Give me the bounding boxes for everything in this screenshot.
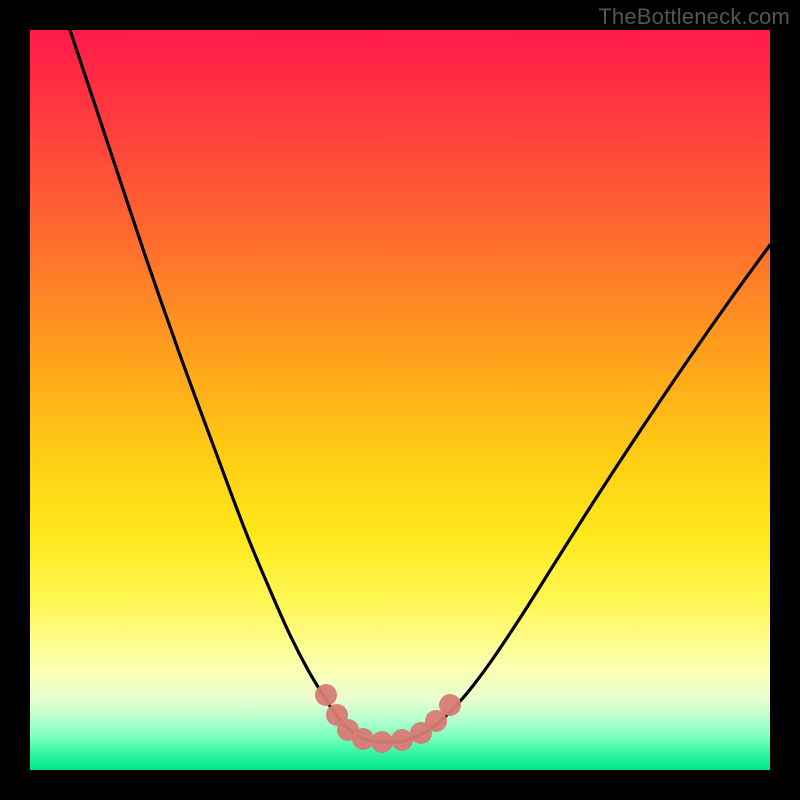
- chart-root: TheBottleneck.com: [0, 0, 800, 800]
- curve-marker: [371, 731, 393, 753]
- watermark-text: TheBottleneck.com: [598, 4, 790, 30]
- curve-marker: [352, 728, 374, 750]
- curve-marker: [315, 684, 337, 706]
- plot-area: [30, 30, 770, 770]
- curve-marker: [439, 694, 461, 716]
- curve-marker: [391, 729, 413, 751]
- plot-svg: [30, 30, 770, 770]
